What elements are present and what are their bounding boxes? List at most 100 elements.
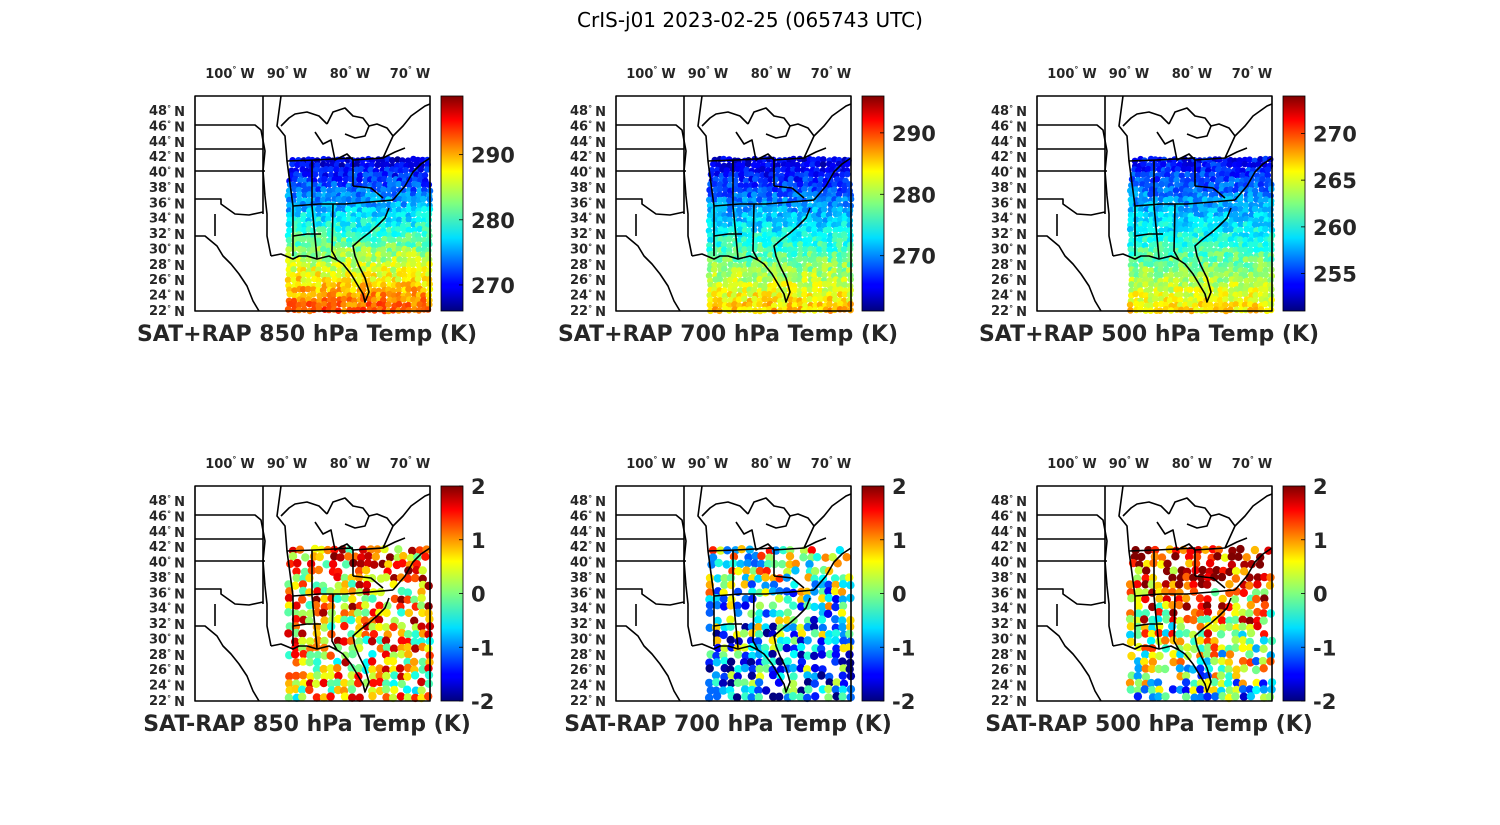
lat-tick-label: 46° N (991, 509, 1027, 525)
lon-tick-label: 70° W (1232, 65, 1272, 82)
data-point (406, 181, 413, 189)
data-point (1239, 167, 1247, 174)
data-point (330, 301, 338, 308)
colorbar-tick-label: -2 (892, 690, 915, 714)
data-point (838, 657, 847, 666)
data-point (1142, 292, 1150, 299)
data-point (401, 266, 408, 274)
data-point (301, 553, 310, 562)
data-point (727, 580, 736, 590)
boundary-line (276, 485, 294, 646)
data-point (354, 629, 363, 638)
data-point (396, 256, 403, 263)
map-panel-p3: 100° W 90° W 80° W 70° W48° N46° N44° N42° N40° N38°… (979, 65, 1357, 347)
data-point (750, 261, 758, 269)
data-point (726, 182, 734, 189)
data-point (712, 658, 721, 667)
data-point (1245, 650, 1254, 659)
data-point (777, 241, 784, 248)
lat-tick-label: 30° N (991, 242, 1027, 258)
data-point (415, 210, 422, 218)
data-point (397, 621, 406, 631)
data-point (1146, 636, 1156, 646)
boundary-line (286, 157, 354, 162)
data-point (395, 245, 402, 253)
data-point (1182, 231, 1189, 239)
data-point (789, 588, 798, 598)
data-point (837, 300, 844, 308)
data-point (1127, 651, 1136, 661)
data-point (361, 594, 370, 604)
colorbar-tick-label: -1 (471, 636, 494, 660)
data-point (1169, 650, 1178, 659)
data-point (345, 251, 352, 258)
data-point (748, 651, 757, 661)
data-point (1227, 287, 1235, 294)
data-point (334, 581, 343, 591)
data-point (284, 608, 293, 617)
data-point (1258, 656, 1268, 666)
data-point (1176, 657, 1185, 667)
data-point (748, 594, 757, 604)
boundary-line (1134, 589, 1236, 597)
data-point (299, 236, 307, 243)
data-point (320, 651, 329, 660)
data-point (1160, 664, 1170, 674)
data-point (357, 553, 366, 562)
data-point (1127, 671, 1136, 680)
data-point (816, 221, 823, 229)
boundary-line (616, 235, 681, 312)
data-point (831, 685, 840, 694)
lon-tick-label: 90° W (1109, 455, 1149, 472)
data-point (414, 275, 422, 283)
data-point (813, 171, 820, 178)
data-point (1158, 227, 1165, 234)
data-point (290, 650, 300, 659)
data-point (1181, 671, 1191, 680)
data-point (286, 290, 294, 298)
data-point (731, 186, 738, 193)
data-point (826, 301, 833, 308)
boundary-line (1210, 513, 1236, 527)
data-point (1202, 601, 1212, 610)
boundary-line (1134, 233, 1163, 237)
data-point (1222, 296, 1229, 303)
data-point (1231, 635, 1240, 645)
data-point (830, 186, 838, 193)
boundary-line (691, 597, 811, 693)
data-point (831, 595, 841, 604)
boundary-line (1118, 95, 1136, 256)
data-point (1261, 161, 1268, 168)
data-point (1231, 643, 1240, 652)
data-point (390, 574, 399, 583)
data-point (395, 251, 403, 258)
data-point (415, 216, 422, 223)
lat-tick-label: 34° N (991, 212, 1027, 228)
data-point (1157, 285, 1164, 293)
data-point (719, 686, 728, 695)
data-point (781, 252, 788, 259)
boundary-line (701, 111, 749, 127)
data-point (1251, 665, 1261, 675)
data-point (836, 267, 843, 274)
data-point (298, 580, 308, 589)
data-point (826, 236, 834, 243)
data-point (1203, 607, 1213, 617)
data-point (726, 635, 735, 645)
data-point (1241, 272, 1249, 280)
data-point (295, 186, 303, 194)
data-point (397, 672, 406, 681)
data-point (811, 286, 819, 293)
data-point (1147, 261, 1155, 268)
data-point (712, 691, 722, 701)
data-point (406, 553, 416, 563)
data-point (335, 196, 343, 203)
data-point (291, 175, 299, 183)
data-point (831, 657, 840, 666)
data-point (1227, 256, 1235, 263)
data-point (286, 202, 293, 209)
data-point (409, 260, 417, 268)
boundary-line (195, 235, 260, 312)
data-point (766, 206, 774, 213)
